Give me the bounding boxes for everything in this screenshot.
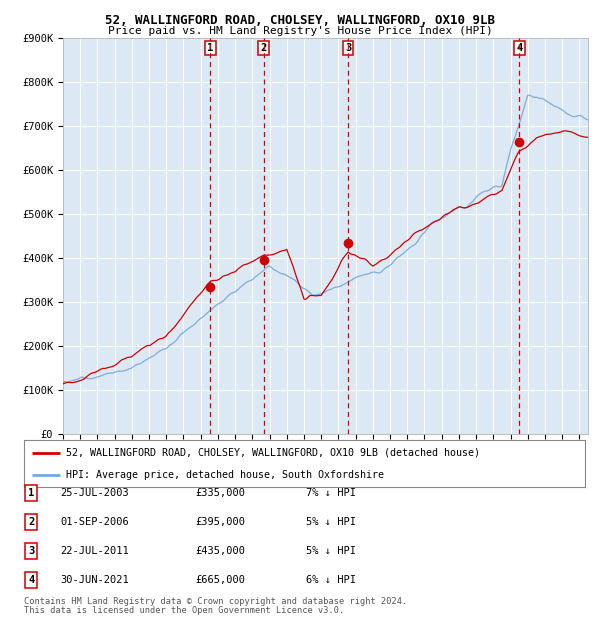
- Text: 3: 3: [345, 43, 351, 53]
- Text: 2: 2: [261, 43, 267, 53]
- Text: This data is licensed under the Open Government Licence v3.0.: This data is licensed under the Open Gov…: [24, 606, 344, 615]
- Text: 22-JUL-2011: 22-JUL-2011: [60, 546, 129, 556]
- Text: 4: 4: [516, 43, 522, 53]
- Text: £335,000: £335,000: [195, 488, 245, 498]
- Text: 01-SEP-2006: 01-SEP-2006: [60, 517, 129, 527]
- Text: 5% ↓ HPI: 5% ↓ HPI: [306, 546, 356, 556]
- Text: Contains HM Land Registry data © Crown copyright and database right 2024.: Contains HM Land Registry data © Crown c…: [24, 597, 407, 606]
- Text: 52, WALLINGFORD ROAD, CHOLSEY, WALLINGFORD, OX10 9LB: 52, WALLINGFORD ROAD, CHOLSEY, WALLINGFO…: [105, 14, 495, 27]
- Text: £395,000: £395,000: [195, 517, 245, 527]
- Text: 3: 3: [28, 546, 34, 556]
- Text: 25-JUL-2003: 25-JUL-2003: [60, 488, 129, 498]
- Text: 7% ↓ HPI: 7% ↓ HPI: [306, 488, 356, 498]
- Text: 52, WALLINGFORD ROAD, CHOLSEY, WALLINGFORD, OX10 9LB (detached house): 52, WALLINGFORD ROAD, CHOLSEY, WALLINGFO…: [66, 448, 480, 458]
- Text: 1: 1: [28, 488, 34, 498]
- Text: 30-JUN-2021: 30-JUN-2021: [60, 575, 129, 585]
- Text: 5% ↓ HPI: 5% ↓ HPI: [306, 517, 356, 527]
- Text: 4: 4: [28, 575, 34, 585]
- Text: £435,000: £435,000: [195, 546, 245, 556]
- Text: £665,000: £665,000: [195, 575, 245, 585]
- Text: 2: 2: [28, 517, 34, 527]
- Text: HPI: Average price, detached house, South Oxfordshire: HPI: Average price, detached house, Sout…: [66, 470, 384, 480]
- Text: Price paid vs. HM Land Registry's House Price Index (HPI): Price paid vs. HM Land Registry's House …: [107, 26, 493, 36]
- Text: 1: 1: [207, 43, 214, 53]
- Text: 6% ↓ HPI: 6% ↓ HPI: [306, 575, 356, 585]
